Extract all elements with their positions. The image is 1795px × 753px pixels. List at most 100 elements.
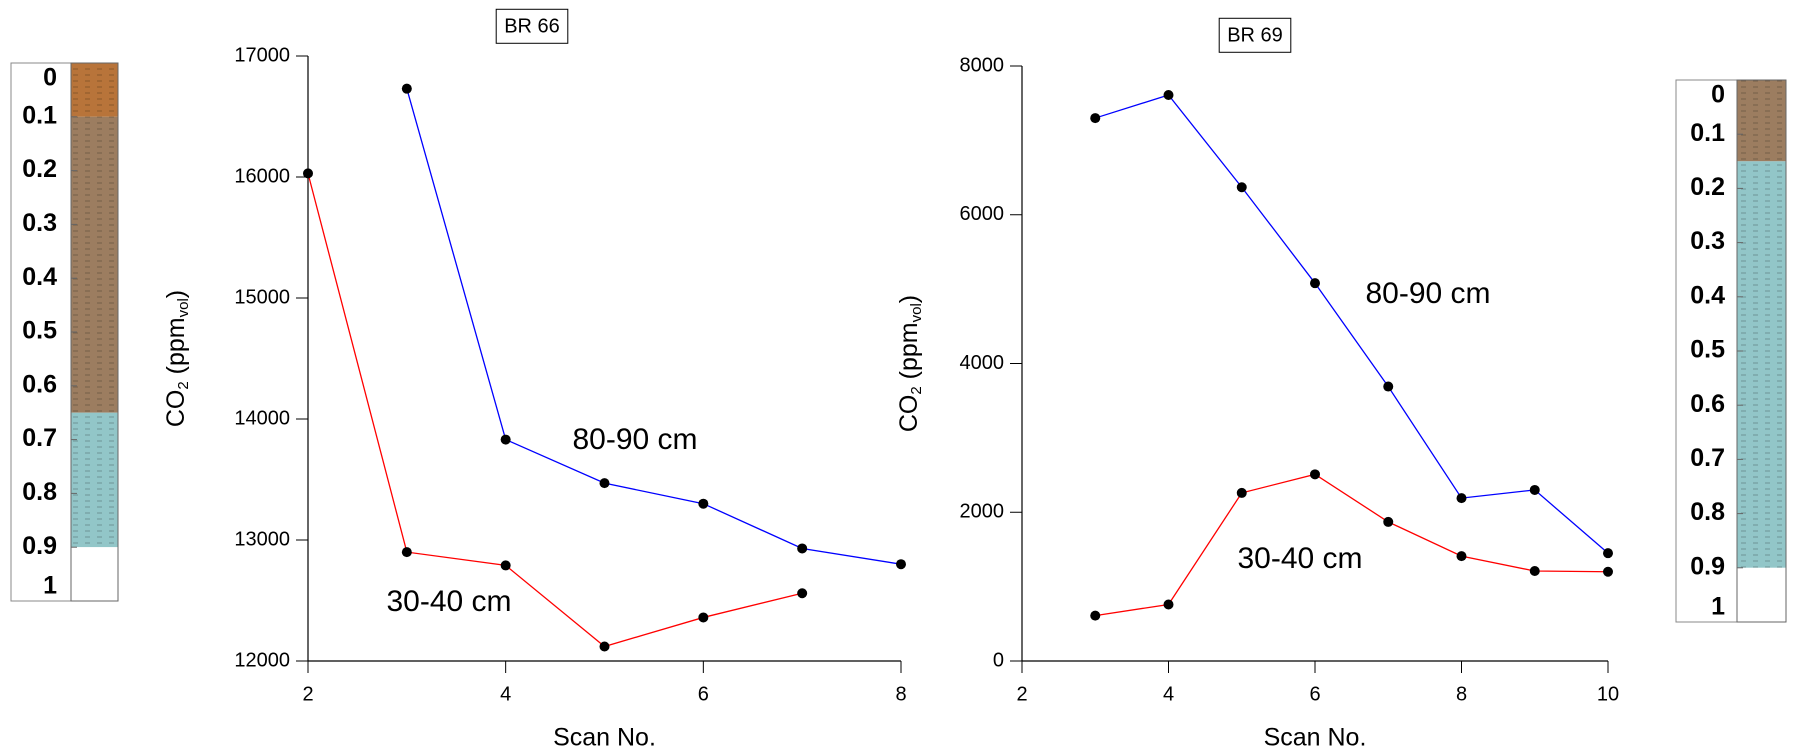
depth-label: 1 bbox=[1711, 593, 1725, 621]
x-tick-label: 2 bbox=[1016, 683, 1027, 705]
chart-title: BR 66 bbox=[504, 15, 560, 37]
y-axis-label-part: vol bbox=[908, 303, 925, 322]
x-tick-label: 8 bbox=[1456, 683, 1467, 705]
x-tick-label: 6 bbox=[698, 683, 709, 705]
series-label: 80-90 cm bbox=[1365, 277, 1490, 310]
y-tick-label: 8000 bbox=[960, 54, 1005, 76]
data-point bbox=[1236, 182, 1247, 193]
data-point bbox=[500, 434, 511, 445]
depth-label: 0.9 bbox=[1690, 552, 1725, 580]
data-point bbox=[1456, 493, 1467, 504]
y-tick-label: 2000 bbox=[960, 501, 1005, 523]
y-tick-label: 15000 bbox=[234, 286, 290, 308]
data-point bbox=[797, 543, 808, 554]
soil-texture bbox=[71, 412, 118, 548]
data-point bbox=[1090, 610, 1101, 621]
x-tick-label: 4 bbox=[1163, 683, 1174, 705]
depth-label: 0.5 bbox=[22, 317, 57, 345]
y-axis-label-part: ) bbox=[162, 290, 190, 298]
depth-label: 0.1 bbox=[22, 101, 57, 129]
series-label: 30-40 cm bbox=[386, 585, 511, 618]
data-point bbox=[797, 588, 808, 599]
series-line bbox=[1095, 94, 1609, 554]
depth-label: 0.2 bbox=[1690, 173, 1725, 201]
y-axis-label-part: 2 bbox=[175, 381, 192, 389]
x-axis-label: Scan No. bbox=[1264, 724, 1367, 752]
title-box bbox=[495, 8, 569, 44]
depth-label: 0 bbox=[1711, 81, 1725, 109]
x-tick-label: 2 bbox=[302, 683, 313, 705]
data-point bbox=[698, 612, 709, 623]
y-axis-label-part: vol bbox=[175, 298, 192, 317]
depth-label: 0.8 bbox=[22, 478, 57, 506]
series-line bbox=[307, 173, 803, 648]
data-point bbox=[1383, 381, 1394, 392]
soil-texture bbox=[71, 63, 118, 117]
data-point bbox=[1603, 566, 1613, 577]
depth-label: 0.3 bbox=[1690, 227, 1725, 255]
x-tick-label: 10 bbox=[1597, 683, 1619, 705]
y-tick-label: 17000 bbox=[234, 44, 290, 66]
data-point bbox=[1310, 469, 1320, 480]
y-axis-label: CO2 (ppmvol) bbox=[162, 290, 192, 427]
depth-label: 0.6 bbox=[22, 370, 57, 398]
data-point bbox=[1236, 487, 1247, 498]
x-axis-label: Scan No. bbox=[553, 724, 656, 752]
data-point bbox=[1456, 551, 1467, 562]
series-line bbox=[1095, 473, 1609, 617]
depth-label: 0.4 bbox=[1690, 281, 1725, 309]
title-box bbox=[1218, 17, 1292, 53]
data-point bbox=[1529, 484, 1540, 495]
depth-label: 0.4 bbox=[22, 263, 57, 291]
data-point bbox=[1603, 548, 1613, 559]
data-point bbox=[303, 168, 313, 179]
x-tick-label: 6 bbox=[1309, 683, 1320, 705]
depth-label: 0.7 bbox=[22, 424, 57, 452]
data-point bbox=[1163, 599, 1174, 610]
y-axis-label-part: (ppm bbox=[895, 322, 923, 386]
y-tick-label: 6000 bbox=[960, 203, 1005, 225]
depth-label: 0 bbox=[43, 64, 57, 92]
depth-label: 0.2 bbox=[22, 155, 57, 183]
data-point bbox=[500, 560, 511, 571]
depth-label: 0.1 bbox=[1690, 119, 1725, 147]
y-axis-label-part: (ppm bbox=[162, 317, 190, 381]
soil-layer bbox=[71, 547, 118, 601]
data-point bbox=[401, 547, 412, 558]
data-point bbox=[1163, 90, 1174, 101]
y-axis-label-part: 2 bbox=[908, 386, 925, 394]
depth-label: 0.3 bbox=[22, 209, 57, 237]
y-tick-label: 16000 bbox=[234, 165, 290, 187]
depth-label: 0.8 bbox=[1690, 498, 1725, 526]
data-point bbox=[698, 498, 709, 509]
data-point bbox=[1529, 566, 1540, 577]
soil-texture bbox=[71, 116, 118, 413]
data-point bbox=[896, 559, 906, 570]
soil-texture bbox=[1737, 80, 1786, 162]
data-point bbox=[1090, 113, 1101, 124]
y-tick-label: 0 bbox=[993, 649, 1004, 671]
y-tick-label: 14000 bbox=[234, 407, 290, 429]
depth-label: 0.6 bbox=[1690, 390, 1725, 418]
data-point bbox=[1383, 516, 1394, 527]
data-point bbox=[599, 641, 610, 652]
y-tick-label: 4000 bbox=[960, 352, 1005, 374]
soil-texture bbox=[1737, 161, 1786, 568]
series-label: 80-90 cm bbox=[572, 423, 697, 456]
chart-title: BR 69 bbox=[1227, 24, 1283, 46]
depth-label: 0.5 bbox=[1690, 336, 1725, 364]
data-point bbox=[1310, 278, 1320, 289]
y-tick-label: 12000 bbox=[234, 649, 290, 671]
y-axis-label-part: ) bbox=[895, 295, 923, 303]
x-tick-label: 4 bbox=[500, 683, 511, 705]
soil-layer bbox=[1737, 567, 1786, 622]
series-line bbox=[406, 88, 902, 565]
depth-label: 1 bbox=[43, 572, 57, 600]
y-axis-label: CO2 (ppmvol) bbox=[895, 295, 925, 432]
y-tick-label: 13000 bbox=[234, 528, 290, 550]
y-axis-label-part: CO bbox=[162, 390, 190, 428]
x-tick-label: 8 bbox=[895, 683, 906, 705]
y-axis-label-part: CO bbox=[895, 395, 923, 433]
depth-label: 0.7 bbox=[1690, 444, 1725, 472]
